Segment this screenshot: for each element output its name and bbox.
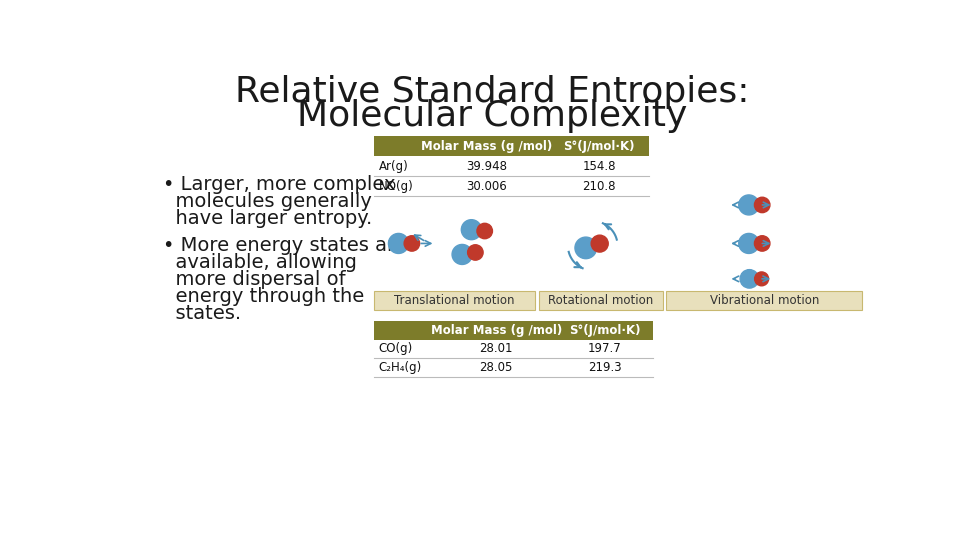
Text: available, allowing: available, allowing (162, 253, 356, 272)
Bar (374, 321, 653, 340)
Text: • More energy states are: • More energy states are (162, 237, 406, 255)
Text: energy through the: energy through the (162, 287, 364, 306)
Text: 210.8: 210.8 (582, 180, 615, 193)
FancyBboxPatch shape (539, 291, 662, 309)
Circle shape (404, 236, 420, 251)
Circle shape (389, 233, 409, 253)
Circle shape (739, 195, 759, 215)
Text: NO(g): NO(g) (379, 180, 414, 193)
Text: 154.8: 154.8 (582, 160, 615, 173)
Text: 219.3: 219.3 (588, 361, 621, 374)
FancyBboxPatch shape (666, 291, 862, 309)
Text: Molar Mass (g /mol): Molar Mass (g /mol) (431, 324, 562, 337)
Text: S°(J/mol·K): S°(J/mol·K) (564, 140, 635, 153)
Circle shape (739, 233, 759, 253)
Circle shape (591, 235, 609, 252)
Text: Molecular Complexity: Molecular Complexity (297, 99, 687, 133)
Text: 30.006: 30.006 (467, 180, 507, 193)
Text: Molar Mass (g /mol): Molar Mass (g /mol) (420, 140, 552, 153)
Text: S°(J/mol·K): S°(J/mol·K) (569, 324, 640, 337)
Text: 28.01: 28.01 (479, 342, 513, 355)
Circle shape (755, 272, 769, 286)
Circle shape (755, 197, 770, 213)
Text: 39.948: 39.948 (466, 160, 507, 173)
Text: • Larger, more complex: • Larger, more complex (162, 174, 396, 194)
Circle shape (452, 245, 472, 265)
Circle shape (462, 220, 482, 240)
Text: 197.7: 197.7 (588, 342, 622, 355)
Text: Vibrational motion: Vibrational motion (709, 294, 819, 307)
Text: 28.05: 28.05 (480, 361, 513, 374)
Circle shape (575, 237, 597, 259)
Text: Rotational motion: Rotational motion (548, 294, 653, 307)
Text: Ar(g): Ar(g) (379, 160, 409, 173)
Text: more dispersal of: more dispersal of (162, 270, 346, 289)
Text: CO(g): CO(g) (379, 342, 413, 355)
FancyBboxPatch shape (374, 291, 535, 309)
Text: Relative Standard Entropies:: Relative Standard Entropies: (235, 75, 749, 109)
Circle shape (755, 236, 770, 251)
Text: C₂H₄(g): C₂H₄(g) (379, 361, 422, 374)
Circle shape (740, 269, 758, 288)
Text: molecules generally: molecules generally (162, 192, 372, 211)
Text: states.: states. (162, 304, 241, 323)
Circle shape (477, 224, 492, 239)
Text: Translational motion: Translational motion (395, 294, 515, 307)
Bar (374, 137, 649, 157)
Circle shape (468, 245, 483, 260)
Text: have larger entropy.: have larger entropy. (162, 208, 372, 227)
